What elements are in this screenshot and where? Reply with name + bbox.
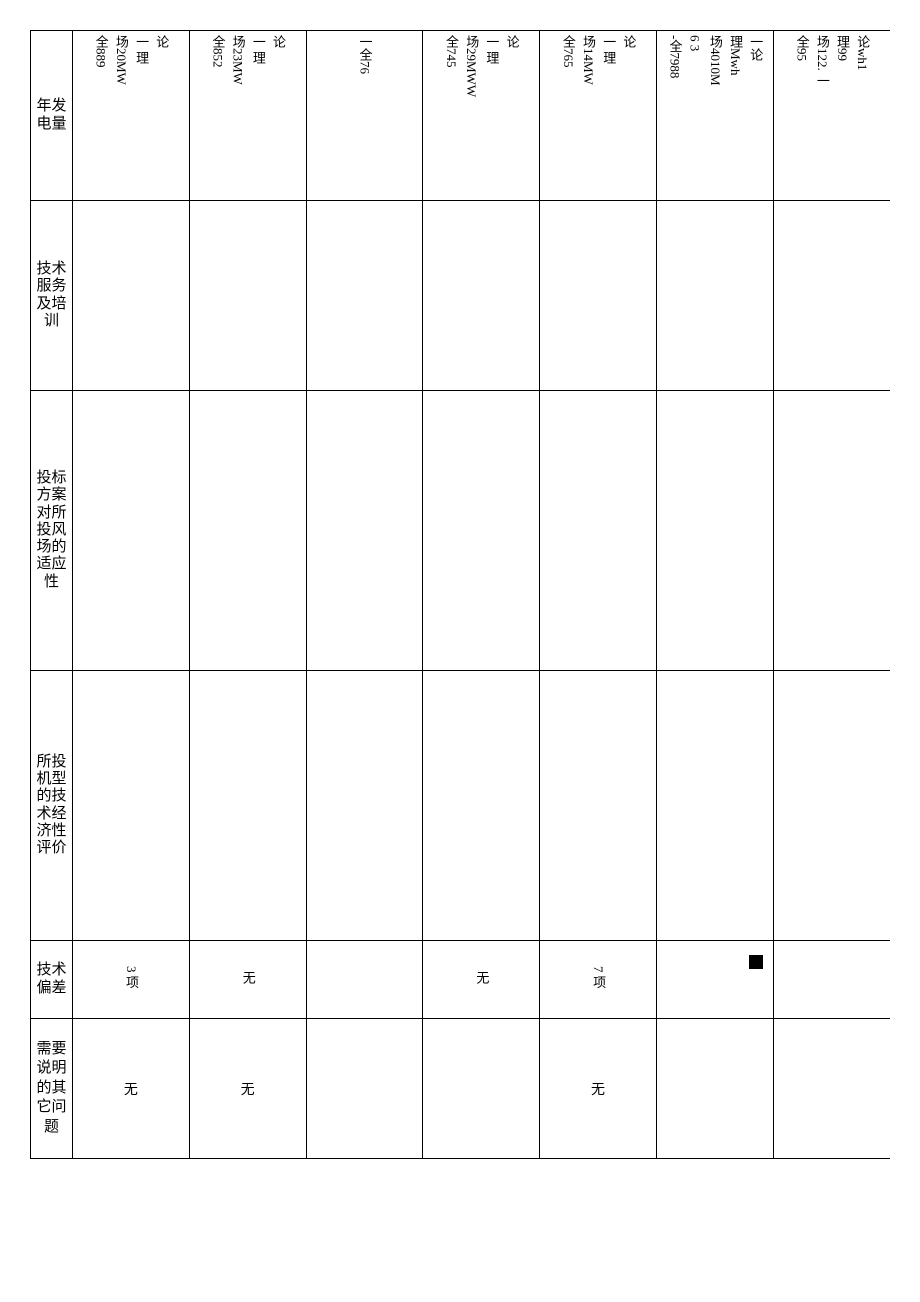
cell-eval-1: [189, 671, 306, 941]
cell-dev-1: 无: [189, 941, 306, 1019]
filled-marker-icon: [749, 955, 763, 969]
cell-power-4: 论 一 理 场14MW 全765: [540, 31, 657, 201]
cell-adapt-0: [73, 391, 190, 671]
cell-dev-2: [306, 941, 423, 1019]
cell-dev-6: [773, 941, 890, 1019]
cell-dev-5: [656, 941, 773, 1019]
cell-other-5: [656, 1019, 773, 1159]
row-header-eval: 所投机型的技术经济性评价: [31, 671, 73, 941]
row-adaptability: 投标方案对所投风场的适应性: [31, 391, 891, 671]
cell-eval-5: [656, 671, 773, 941]
cell-other-3: [423, 1019, 540, 1159]
cell-adapt-4: [540, 391, 657, 671]
cell-service-4: [540, 201, 657, 391]
cell-service-6: [773, 201, 890, 391]
cell-eval-4: [540, 671, 657, 941]
cell-service-1: [189, 201, 306, 391]
cell-other-4: 无: [540, 1019, 657, 1159]
cell-dev-4: 7 项: [540, 941, 657, 1019]
cell-power-1: 论 一 理 场23MW 全852: [189, 31, 306, 201]
cell-adapt-6: [773, 391, 890, 671]
cell-dev-3: 无: [423, 941, 540, 1019]
row-annual-power: 年发电量 论 一 理 场20MW 全889 论 一 理 场23MW 全852 一…: [31, 31, 891, 201]
cell-adapt-1: [189, 391, 306, 671]
row-evaluation: 所投机型的技术经济性评价: [31, 671, 891, 941]
cell-other-6: [773, 1019, 890, 1159]
cell-eval-0: [73, 671, 190, 941]
row-header-other: 需要说明的其它问题: [31, 1019, 73, 1159]
cell-eval-2: [306, 671, 423, 941]
cell-adapt-5: [656, 391, 773, 671]
row-header-service: 技术服务及培训: [31, 201, 73, 391]
row-header-power: 年发电量: [31, 31, 73, 201]
cell-adapt-2: [306, 391, 423, 671]
cell-eval-3: [423, 671, 540, 941]
row-other-notes: 需要说明的其它问题 无 无 无: [31, 1019, 891, 1159]
cell-power-6: 论wh1 理99 场122. 一 全95: [773, 31, 890, 201]
cell-adapt-3: [423, 391, 540, 671]
evaluation-table: 年发电量 论 一 理 场20MW 全889 论 一 理 场23MW 全852 一…: [30, 30, 890, 1159]
cell-other-1: 无: [189, 1019, 306, 1159]
cell-power-0: 论 一 理 场20MW 全889: [73, 31, 190, 201]
cell-power-5: 一论 理Mwh 场4010M 6 3 -全7988: [656, 31, 773, 201]
cell-eval-6: [773, 671, 890, 941]
cell-other-2: [306, 1019, 423, 1159]
cell-dev-0: 3 项: [73, 941, 190, 1019]
cell-service-3: [423, 201, 540, 391]
cell-other-0: 无: [73, 1019, 190, 1159]
cell-service-2: [306, 201, 423, 391]
row-tech-service: 技术服务及培训: [31, 201, 891, 391]
row-header-dev: 技术偏差: [31, 941, 73, 1019]
cell-power-3: 论 一 理 场29MWW 全745: [423, 31, 540, 201]
cell-power-2: 一全76: [306, 31, 423, 201]
cell-service-5: [656, 201, 773, 391]
row-tech-deviation: 技术偏差 3 项 无 无 7 项: [31, 941, 891, 1019]
row-header-adapt: 投标方案对所投风场的适应性: [31, 391, 73, 671]
cell-service-0: [73, 201, 190, 391]
